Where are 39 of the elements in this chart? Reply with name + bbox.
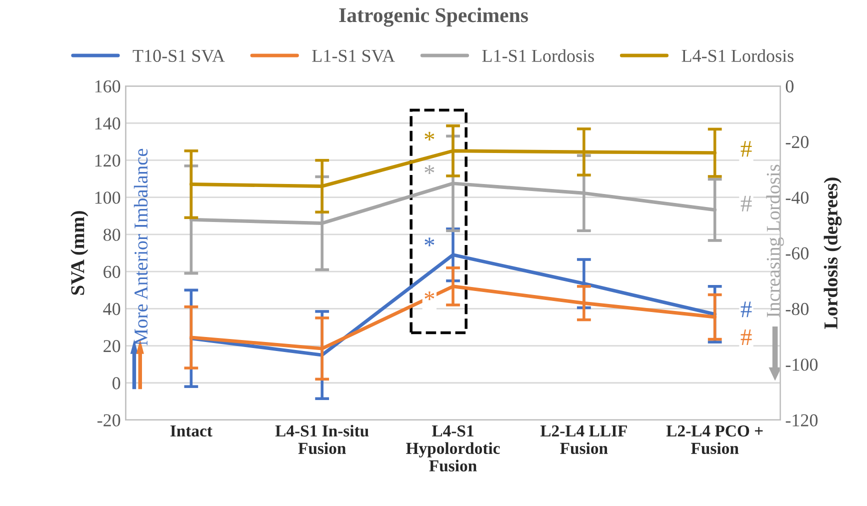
annotation: #	[740, 196, 752, 212]
y-tick-label: 120	[95, 154, 120, 167]
annotation: *	[424, 291, 434, 300]
y2-tick-label: -60	[786, 247, 809, 260]
y-tick-label: -20	[97, 414, 120, 426]
y2-tick-label: -20	[786, 136, 809, 148]
legend-label: T10-S1 SVA	[132, 50, 225, 62]
legend-label: L4-S1 Lordosis	[682, 49, 794, 62]
y-tick-label: 20	[104, 340, 120, 352]
legend-label: L1-S1 SVA	[312, 50, 395, 62]
y-tick-label: 60	[104, 266, 120, 278]
x-tick-label: L2-L4 LLIF Fusion	[540, 425, 627, 454]
legend-label: L1-S1 Lordosis	[482, 49, 594, 62]
annotation: *	[424, 165, 434, 174]
x-tick-label: L4-S1 In-situ Fusion	[275, 424, 369, 454]
y-tick-label: 140	[95, 117, 120, 130]
annotation: #	[740, 141, 752, 157]
y2-tick-label: -120	[786, 414, 818, 426]
y-tick-label: 0	[112, 377, 120, 390]
y2-tick-label: 0	[786, 80, 794, 92]
y2-axis-title: Lordosis (degrees)	[824, 178, 842, 329]
annotation: Increasing Lordosis	[766, 164, 784, 318]
y-axis-title: SVA (mm)	[70, 211, 88, 295]
y2-tick-label: -40	[786, 192, 809, 204]
y-tick-label: 80	[103, 228, 120, 241]
y-tick-label: 40	[103, 302, 120, 316]
x-tick-label: Intact	[170, 425, 212, 437]
annotation: More Anterior Imbalance	[134, 148, 148, 346]
annotation: *	[424, 238, 434, 246]
y-tick-label: 100	[95, 192, 120, 204]
annotation: #	[740, 329, 752, 345]
x-tick-label: L4-S1 Hypolordotic Fusion	[406, 425, 500, 472]
y-tick-label: 160	[95, 80, 120, 92]
y2-tick-label: -100	[786, 358, 818, 371]
annotation: *	[424, 132, 434, 141]
annotation: #	[740, 302, 752, 318]
x-tick-label: L2-L4 PCO + Fusion	[666, 425, 763, 454]
y2-tick-label: -80	[786, 302, 809, 316]
chart-title: Iatrogenic Specimens	[339, 8, 528, 27]
